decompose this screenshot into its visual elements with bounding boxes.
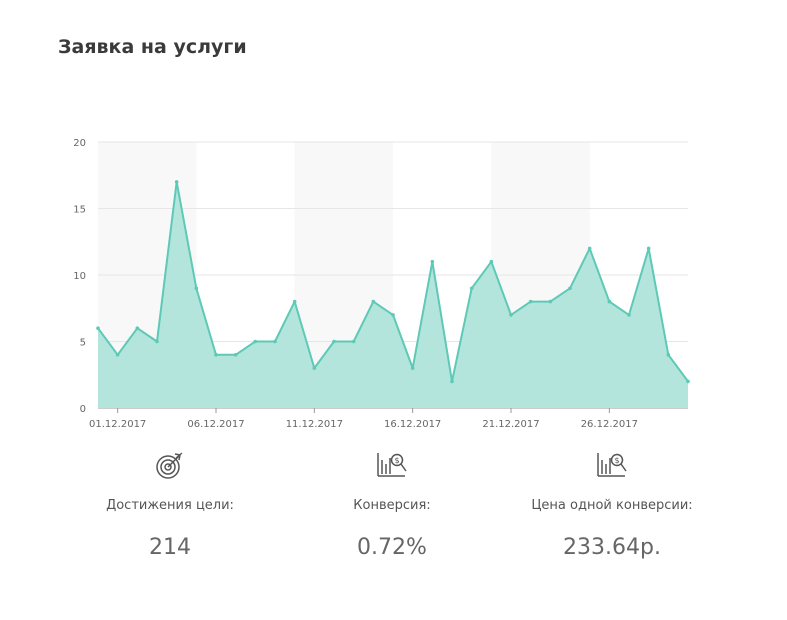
- y-tick-label: 20: [73, 138, 86, 149]
- data-point: [371, 299, 376, 304]
- x-tick-label: 16.12.2017: [384, 419, 441, 430]
- stat-label: Достижения цели:: [106, 498, 234, 513]
- x-tick-label: 11.12.2017: [286, 419, 343, 430]
- data-point: [332, 339, 336, 344]
- x-tick-label: 21.12.2017: [482, 419, 539, 430]
- data-point: [587, 246, 592, 251]
- data-point: [155, 339, 159, 344]
- data-point: [115, 353, 120, 357]
- y-tick-label: 10: [73, 271, 86, 282]
- data-point: [509, 313, 513, 317]
- stat-cost-per-conversion: $ Цена одной конверсии: 233.64р.: [512, 448, 712, 560]
- data-point: [646, 246, 651, 251]
- data-point: [273, 339, 277, 344]
- stat-value: 214: [149, 535, 191, 560]
- data-point: [410, 366, 415, 370]
- data-point: [666, 353, 671, 357]
- data-point: [312, 366, 317, 370]
- chart-dollar-icon: $: [292, 448, 492, 482]
- data-point: [174, 180, 179, 184]
- stat-conversion: $ Конверсия: 0.72%: [292, 448, 492, 560]
- y-tick-label: 5: [80, 338, 86, 349]
- data-point: [548, 299, 553, 304]
- x-tick-label: 06.12.2017: [187, 419, 244, 430]
- data-point: [686, 379, 690, 384]
- data-point: [214, 353, 218, 357]
- y-tick-label: 15: [73, 205, 86, 216]
- data-point: [351, 339, 356, 344]
- area-fill: [98, 181, 688, 408]
- data-point: [96, 326, 100, 331]
- data-point: [528, 299, 533, 304]
- stat-value: 0.72%: [357, 535, 427, 560]
- x-tick-label: 26.12.2017: [581, 419, 638, 430]
- chart-area: [96, 180, 690, 408]
- data-point: [430, 259, 435, 264]
- data-point: [292, 299, 297, 304]
- data-point: [627, 313, 631, 317]
- data-point: [450, 379, 454, 384]
- area-chart: 0 5 10 15 20 01.12.2017 06.12.2017 11.12.2017 1…: [73, 138, 690, 430]
- y-axis: 0 5 10 15 20: [73, 138, 86, 415]
- stat-value: 233.64р.: [563, 535, 661, 560]
- data-point: [391, 313, 395, 317]
- data-point: [607, 299, 612, 304]
- target-icon: [70, 448, 270, 482]
- chart-dollar-icon: $: [512, 448, 712, 482]
- page-title: Заявка на услуги: [58, 36, 247, 58]
- x-tick-label: 01.12.2017: [89, 419, 146, 430]
- data-point: [233, 353, 238, 357]
- data-point: [194, 286, 199, 291]
- x-axis: 01.12.2017 06.12.2017 11.12.2017 16.12.2017…: [89, 408, 638, 430]
- svg-text:$: $: [394, 456, 399, 465]
- stat-label: Цена одной конверсии:: [531, 498, 693, 513]
- svg-text:$: $: [614, 456, 619, 465]
- data-point: [489, 259, 494, 264]
- data-point: [135, 326, 140, 331]
- data-point: [568, 286, 572, 291]
- data-point: [469, 286, 474, 291]
- y-tick-label: 0: [80, 404, 86, 415]
- stat-label: Конверсия:: [353, 498, 431, 513]
- stat-goals: Достижения цели: 214: [70, 448, 270, 560]
- data-point: [253, 339, 258, 344]
